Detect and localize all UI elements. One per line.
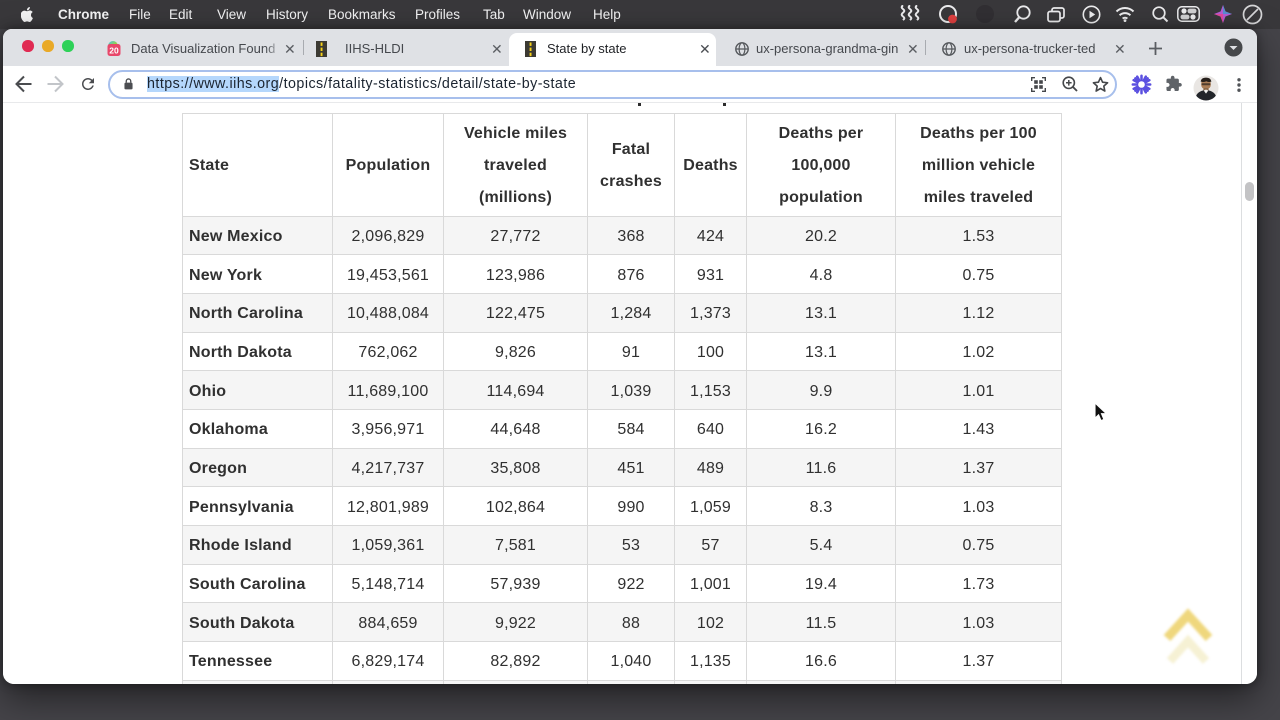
svg-text:20: 20 [109, 46, 119, 56]
